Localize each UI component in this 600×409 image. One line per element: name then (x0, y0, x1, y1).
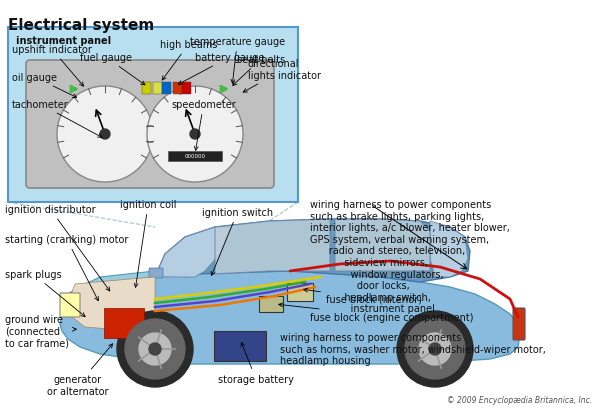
Text: storage battery: storage battery (218, 343, 294, 384)
Polygon shape (70, 277, 155, 329)
Text: temperature gauge: temperature gauge (190, 37, 285, 84)
Circle shape (397, 311, 473, 387)
Polygon shape (155, 220, 470, 282)
FancyBboxPatch shape (259, 296, 283, 312)
Circle shape (429, 343, 441, 355)
FancyBboxPatch shape (26, 61, 274, 189)
FancyBboxPatch shape (149, 268, 163, 278)
Text: generator
or alternator: generator or alternator (47, 344, 113, 396)
FancyBboxPatch shape (8, 28, 298, 202)
Text: fuel gauge: fuel gauge (80, 53, 145, 85)
Circle shape (147, 87, 243, 182)
Text: ignition coil: ignition coil (120, 200, 176, 288)
FancyBboxPatch shape (153, 83, 162, 95)
Text: fuse block (engine compartment): fuse block (engine compartment) (278, 303, 473, 322)
Text: oil gauge: oil gauge (12, 73, 77, 98)
Text: ignition switch: ignition switch (202, 207, 273, 276)
Circle shape (139, 333, 171, 365)
Text: ground wire
(connected
to car frame): ground wire (connected to car frame) (5, 314, 76, 347)
FancyBboxPatch shape (214, 331, 266, 361)
Circle shape (149, 343, 161, 355)
Text: battery gauge: battery gauge (178, 53, 265, 85)
Text: 000000: 000000 (185, 154, 205, 159)
Polygon shape (335, 220, 430, 271)
Text: instrument panel: instrument panel (16, 36, 111, 46)
Circle shape (57, 87, 153, 182)
FancyBboxPatch shape (287, 283, 313, 301)
Polygon shape (155, 227, 230, 277)
FancyBboxPatch shape (104, 308, 144, 338)
Polygon shape (62, 271, 155, 317)
Text: seat belts: seat belts (233, 55, 285, 86)
Text: wiring harness to power components
such as horns, washer motor, windshield-wiper: wiring harness to power components such … (280, 332, 546, 365)
FancyBboxPatch shape (513, 308, 525, 340)
Polygon shape (60, 271, 520, 364)
Circle shape (419, 333, 451, 365)
Polygon shape (430, 221, 468, 277)
Text: starting (cranking) motor: starting (cranking) motor (5, 234, 128, 301)
FancyBboxPatch shape (173, 83, 182, 95)
Text: spark plugs: spark plugs (5, 270, 85, 317)
FancyBboxPatch shape (142, 83, 151, 95)
Text: directional
lights indicator: directional lights indicator (243, 59, 321, 93)
Circle shape (100, 130, 110, 139)
Polygon shape (215, 220, 330, 274)
Text: high beams: high beams (160, 40, 217, 81)
FancyBboxPatch shape (162, 83, 171, 95)
Text: tachometer: tachometer (12, 100, 102, 138)
Circle shape (125, 319, 185, 379)
Circle shape (117, 311, 193, 387)
Circle shape (405, 319, 465, 379)
Text: fuse block (interior): fuse block (interior) (304, 288, 422, 304)
Circle shape (190, 130, 200, 139)
Text: upshift indicator: upshift indicator (12, 45, 92, 87)
Text: wiring harness to power components
such as brake lights, parking lights,
interio: wiring harness to power components such … (310, 200, 510, 314)
FancyBboxPatch shape (168, 152, 222, 162)
Text: Electrical system: Electrical system (8, 18, 154, 33)
Text: speedometer: speedometer (171, 100, 236, 151)
FancyBboxPatch shape (60, 293, 80, 317)
FancyBboxPatch shape (182, 83, 191, 95)
Text: © 2009 Encyclopædia Britannica, Inc.: © 2009 Encyclopædia Britannica, Inc. (447, 395, 592, 404)
Text: ignition distributor: ignition distributor (5, 204, 110, 291)
